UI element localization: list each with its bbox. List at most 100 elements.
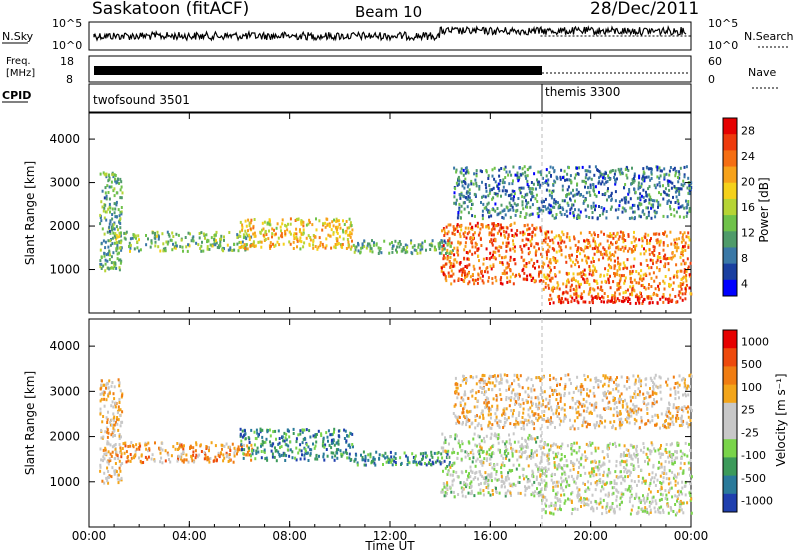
range-cell [676, 450, 678, 454]
power-colorbar-label: Power [dB] [757, 177, 771, 242]
range-cell [616, 216, 619, 220]
range-cell [664, 230, 667, 234]
range-cell [686, 211, 689, 215]
range-cell [616, 504, 619, 508]
range-cell [471, 278, 474, 282]
range-cell [123, 231, 126, 235]
range-cell [588, 216, 591, 219]
range-cell [560, 445, 563, 449]
range-cell [469, 482, 472, 486]
range-cell [471, 448, 474, 452]
range-cell [180, 452, 183, 456]
range-cell [107, 252, 110, 255]
range-cell [502, 178, 505, 182]
range-cell [303, 436, 306, 440]
range-cell [594, 446, 597, 450]
range-cell [682, 275, 685, 279]
range-cell [668, 285, 671, 289]
range-cell [670, 242, 673, 246]
range-cell [593, 231, 596, 235]
range-cell [299, 457, 302, 461]
range-cell [118, 434, 121, 438]
range-cell [492, 227, 494, 231]
range-cell [552, 512, 555, 516]
range-cell [679, 285, 682, 288]
range-cell [631, 269, 634, 273]
range-cell [419, 248, 422, 252]
range-cell [494, 432, 497, 436]
range-cell [533, 262, 536, 265]
range-cell [528, 273, 531, 277]
range-cell [599, 464, 602, 468]
range-cell [332, 224, 335, 228]
range-cell [264, 238, 267, 241]
range-cell [246, 450, 249, 454]
range-cell [252, 226, 255, 230]
range-cell [637, 510, 640, 514]
range-cell [503, 416, 506, 420]
range-cell [188, 244, 191, 248]
range-cell [103, 471, 106, 475]
range-cell [582, 481, 585, 485]
range-cell [531, 413, 534, 417]
range-cell [554, 200, 557, 204]
range-cell [417, 245, 420, 249]
range-cell [582, 272, 585, 276]
range-cell [550, 416, 552, 420]
range-cell [112, 426, 115, 430]
range-cell [628, 411, 630, 415]
range-cell [565, 209, 568, 213]
range-cell [507, 471, 510, 475]
range-cell [542, 287, 545, 291]
range-cell [312, 240, 315, 244]
range-cell [550, 196, 553, 200]
range-cell [489, 462, 492, 466]
range-cell [484, 481, 487, 485]
range-cell [662, 197, 665, 201]
range-cell [448, 455, 451, 459]
range-cell [633, 467, 636, 471]
range-cell [478, 452, 481, 456]
range-cell [405, 454, 408, 458]
range-cell [120, 196, 123, 200]
range-cell [635, 445, 638, 448]
range-cell [513, 423, 516, 426]
range-cell [395, 463, 397, 466]
range-cell [342, 230, 345, 234]
range-cell [567, 185, 570, 189]
range-cell [569, 197, 571, 201]
range-cell [467, 251, 469, 255]
range-cell [571, 443, 573, 447]
range-cell [265, 456, 268, 460]
range-cell [494, 192, 497, 196]
range-cell [659, 169, 662, 173]
range-cell [622, 478, 625, 482]
range-cell [454, 187, 457, 191]
range-cell [113, 472, 116, 476]
range-cell [665, 477, 668, 481]
range-cell [668, 282, 670, 286]
range-cell [112, 223, 115, 227]
range-cell [455, 181, 458, 185]
range-cell [523, 451, 526, 454]
range-cell [669, 207, 672, 211]
range-cell [645, 499, 648, 503]
range-cell [539, 183, 542, 187]
range-cell [633, 210, 636, 214]
range-cell [572, 272, 575, 276]
range-cell [528, 190, 531, 194]
range-cell [473, 405, 476, 409]
range-cell [655, 260, 658, 264]
range-cell [530, 181, 533, 184]
range-cell [350, 232, 353, 236]
range-cell [596, 248, 599, 252]
range-cell [674, 390, 677, 394]
cpid-label: CPID [2, 89, 31, 102]
range-cell [658, 181, 661, 185]
range-cell [623, 281, 626, 285]
range-cell [114, 235, 117, 239]
range-cell [530, 275, 533, 279]
range-cell [688, 209, 691, 213]
range-cell [447, 274, 450, 278]
